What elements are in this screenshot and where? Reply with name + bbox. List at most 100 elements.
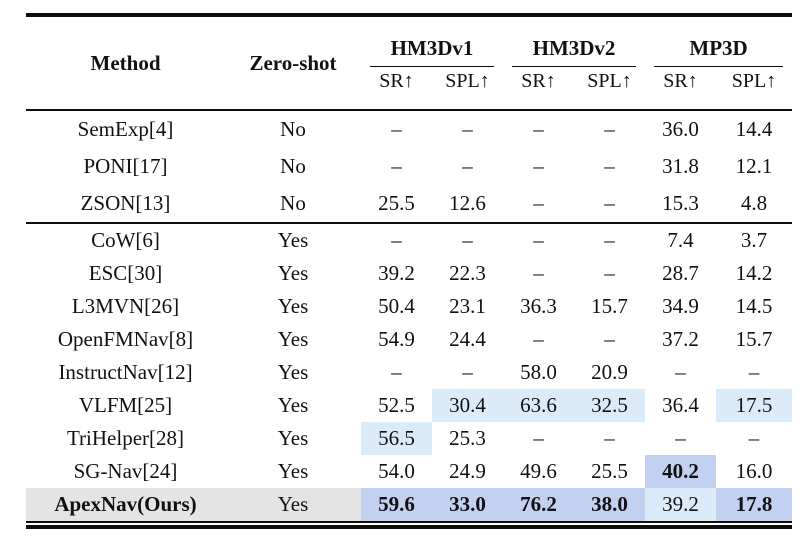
table-row: SemExp[4] No – – – – 36.0 14.4 <box>26 110 792 148</box>
method-cell: CoW[6] <box>91 228 160 252</box>
metric-cell: 25.3 <box>449 426 486 450</box>
metric-cell: – <box>748 360 760 384</box>
metric-cell: – <box>604 327 615 351</box>
metric-cell: – <box>604 426 615 450</box>
metric-cell: 40.2 <box>645 455 717 488</box>
non-zero-shot-block: SemExp[4] No – – – – 36.0 14.4 PONI[17] … <box>26 110 793 223</box>
method-cell: L3MVN[26] <box>71 294 180 318</box>
metric-cell: – <box>533 327 544 351</box>
metric-cell: – <box>675 360 686 384</box>
zero-shot-cell: No <box>280 117 306 141</box>
metric-cell: 36.0 <box>662 117 699 141</box>
metric-cell: – <box>604 191 615 215</box>
metric-cell: 15.3 <box>662 191 699 215</box>
metric-cell: – <box>675 426 686 450</box>
col-header-sr-hm3dv2: SR↑ <box>521 70 556 92</box>
metric-cell: – <box>748 426 760 450</box>
metric-cell: 56.5 <box>361 422 432 455</box>
metric-cell: – <box>391 154 402 178</box>
table-row: L3MVN[26] Yes 50.4 23.1 36.3 15.7 34.9 1… <box>26 290 792 323</box>
zero-shot-cell: Yes <box>277 393 309 417</box>
metric-cell: 15.7 <box>591 294 628 318</box>
metric-cell: – <box>533 228 544 252</box>
metric-cell: – <box>604 261 615 285</box>
table-row: InstructNav[12] Yes – – 58.0 20.9 – – <box>26 356 792 389</box>
results-table: Method Zero-shot HM3Dv1 HM3Dv2 MP3D SR↑ … <box>26 13 793 521</box>
metric-cell: – <box>533 154 544 178</box>
metric-cell: 34.9 <box>662 294 699 318</box>
metric-cell: 37.2 <box>662 327 699 351</box>
metric-cell: 25.5 <box>591 459 628 483</box>
metric-cell: 14.4 <box>735 117 773 141</box>
metric-cell: 49.6 <box>520 459 557 483</box>
metric-cell: 39.2 <box>378 261 415 285</box>
metric-cell: 17.5 <box>716 389 793 422</box>
header-row-groups: Method Zero-shot HM3Dv1 HM3Dv2 MP3D <box>26 15 792 73</box>
metric-cell: 23.1 <box>449 294 486 318</box>
method-cell: SG-Nav[24] <box>73 459 178 483</box>
group-label: MP3D <box>654 38 784 67</box>
metric-cell: – <box>462 154 473 178</box>
metric-cell: 36.3 <box>520 294 557 318</box>
method-cell: VLFM[25] <box>78 393 173 417</box>
method-cell: OpenFMNav[8] <box>57 327 194 351</box>
table-row: SG-Nav[24] Yes 54.0 24.9 49.6 25.5 40.2 … <box>26 455 792 488</box>
metric-cell: 30.4 <box>432 389 504 422</box>
col-header-spl-hm3dv2: SPL↑ <box>587 70 632 92</box>
metric-cell: 50.4 <box>378 294 415 318</box>
metric-cell: – <box>533 117 544 141</box>
metric-cell: 32.5 <box>574 389 646 422</box>
metric-cell: 12.6 <box>449 191 486 215</box>
metric-cell: – <box>391 360 402 384</box>
metric-cell: 14.5 <box>735 294 773 318</box>
bottom-rule-thick <box>26 525 792 529</box>
metric-cell: – <box>462 228 473 252</box>
table-row: OpenFMNav[8] Yes 54.9 24.4 – – 37.2 15.7 <box>26 323 792 356</box>
method-cell: ZSON[13] <box>80 191 171 215</box>
zero-shot-cell: Yes <box>277 360 309 384</box>
metric-cell: 38.0 <box>574 488 646 521</box>
metric-cell: – <box>604 228 615 252</box>
table-row: CoW[6] Yes – – – – 7.4 3.7 <box>26 223 792 257</box>
col-group-mp3d: MP3D <box>645 15 792 67</box>
metric-cell: 22.3 <box>449 261 486 285</box>
metric-cell: 52.5 <box>378 393 415 417</box>
metric-cell: 36.4 <box>662 393 699 417</box>
metric-cell: 58.0 <box>520 360 557 384</box>
metric-cell: 3.7 <box>740 228 768 252</box>
col-header-zero-shot: Zero-shot <box>249 50 337 75</box>
metric-cell: 59.6 <box>361 488 432 521</box>
metric-cell: – <box>533 426 544 450</box>
zero-shot-cell: No <box>280 191 306 215</box>
metric-cell: 39.2 <box>645 488 717 521</box>
col-header-sr-mp3d: SR↑ <box>663 70 698 92</box>
bottom-rule-thin <box>26 521 792 523</box>
method-cell: InstructNav[12] <box>58 360 193 384</box>
results-table-container: Method Zero-shot HM3Dv1 HM3Dv2 MP3D SR↑ … <box>26 13 793 529</box>
col-header-spl-hm3dv1: SPL↑ <box>445 70 490 92</box>
metric-cell: 16.0 <box>735 459 773 483</box>
group-label: HM3Dv2 <box>512 38 637 67</box>
metric-cell: 33.0 <box>432 488 504 521</box>
col-group-hm3dv2: HM3Dv2 <box>503 15 645 67</box>
metric-cell: 25.5 <box>378 191 415 215</box>
metric-cell: 54.9 <box>378 327 415 351</box>
table-row: ZSON[13] No 25.5 12.6 – – 15.3 4.8 <box>26 185 792 223</box>
metric-cell: – <box>462 117 473 141</box>
header-row-metrics: SR↑ SPL↑ SR↑ SPL↑ SR↑ SPL↑ <box>26 67 792 110</box>
zero-shot-cell: Yes <box>277 294 309 318</box>
metric-cell: – <box>604 117 615 141</box>
zero-shot-cell: Yes <box>277 261 309 285</box>
metric-cell: 4.8 <box>740 191 768 215</box>
metric-cell: 17.8 <box>716 488 793 521</box>
metric-cell: – <box>533 191 544 215</box>
table-row: PONI[17] No – – – – 31.8 12.1 <box>26 148 792 185</box>
metric-cell: – <box>391 117 402 141</box>
zero-shot-block: CoW[6] Yes – – – – 7.4 3.7 ESC[30] Yes 3… <box>26 223 793 521</box>
metric-cell: 20.9 <box>591 360 628 384</box>
metric-cell: 12.1 <box>735 154 773 178</box>
metric-cell: 24.9 <box>449 459 486 483</box>
col-group-hm3dv1: HM3Dv1 <box>361 15 503 67</box>
table-row: TriHelper[28] Yes 56.5 25.3 – – – – <box>26 422 792 455</box>
